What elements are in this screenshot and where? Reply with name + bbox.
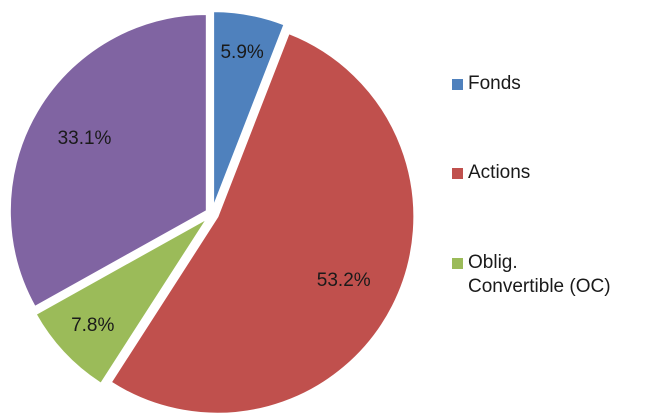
legend-swatch xyxy=(452,168,463,179)
legend-label: Actions xyxy=(468,162,531,183)
pie-slice xyxy=(34,217,209,386)
legend-swatch xyxy=(452,258,463,269)
pie-slice xyxy=(8,12,208,309)
legend-swatch xyxy=(452,79,463,90)
pie-slice xyxy=(212,10,286,209)
data-label: 7.8% xyxy=(71,315,114,336)
legend-label: Oblig. Convertible (OC) xyxy=(468,252,611,297)
data-label: 53.2% xyxy=(317,270,371,291)
data-label: 33.1% xyxy=(58,128,112,149)
data-label: 5.9% xyxy=(220,42,263,63)
legend-label: Fonds xyxy=(468,73,521,94)
